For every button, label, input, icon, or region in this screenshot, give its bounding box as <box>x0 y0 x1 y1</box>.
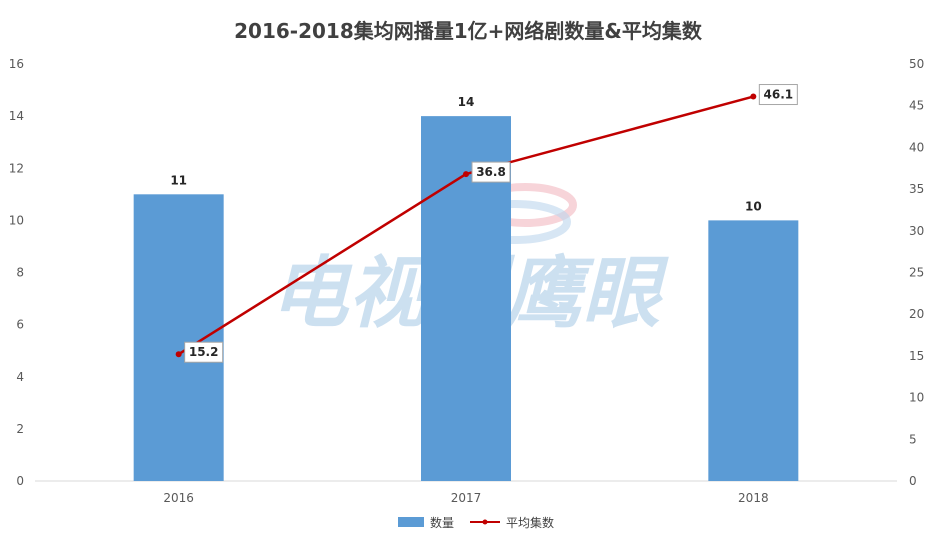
right-axis: 0 5 10 15 20 25 30 35 40 45 50 <box>909 57 924 488</box>
left-axis-tick-label: 2 <box>16 422 24 436</box>
line-series: 15.2 36.8 46.1 <box>175 84 798 363</box>
left-axis-tick-label: 14 <box>9 109 24 123</box>
line-data-label: 46.1 <box>764 88 794 102</box>
x-axis-tick-label: 2018 <box>738 491 769 505</box>
left-axis-tick-label: 16 <box>9 57 24 71</box>
right-axis-tick-label: 50 <box>909 57 924 71</box>
x-axis-tick-label: 2016 <box>163 491 194 505</box>
left-axis-tick-label: 6 <box>16 318 24 332</box>
left-axis-tick-label: 4 <box>16 370 24 384</box>
bar-series <box>133 116 799 481</box>
right-axis-tick-label: 20 <box>909 307 924 321</box>
line-data-label: 15.2 <box>189 345 219 359</box>
right-axis-tick-label: 40 <box>909 140 924 154</box>
line-point <box>175 351 182 358</box>
bar-data-labels: 11 14 10 <box>170 95 761 213</box>
line-data-label: 36.8 <box>476 165 506 179</box>
right-axis-tick-label: 0 <box>909 474 917 488</box>
right-axis-tick-label: 35 <box>909 182 924 196</box>
left-axis-tick-label: 12 <box>9 161 24 175</box>
legend-label-line: 平均集数 <box>506 515 554 530</box>
legend-swatch-bar <box>398 517 424 527</box>
left-axis-tick-label: 8 <box>16 266 24 280</box>
legend: 数量 平均集数 <box>398 515 554 530</box>
legend-swatch-marker <box>482 519 488 525</box>
right-axis-tick-label: 45 <box>909 99 924 113</box>
right-axis-tick-label: 15 <box>909 349 924 363</box>
bar-data-label: 14 <box>458 95 475 109</box>
right-axis-tick-label: 30 <box>909 224 924 238</box>
bar-data-label: 10 <box>745 199 762 213</box>
left-axis: 0 2 4 6 8 10 12 14 16 <box>9 57 24 488</box>
right-axis-tick-label: 5 <box>909 432 917 446</box>
left-axis-tick-label: 10 <box>9 213 24 227</box>
right-axis-tick-label: 10 <box>909 391 924 405</box>
x-axis-ticks: 2016 2017 2018 <box>163 491 768 505</box>
line-data-label-box <box>471 161 511 183</box>
x-axis-tick-label: 2017 <box>451 491 482 505</box>
right-axis-tick-label: 25 <box>909 266 924 280</box>
bar <box>133 194 224 481</box>
line-point <box>750 93 757 100</box>
chart-title: 2016-2018集均网播量1亿+网络剧数量&平均集数 <box>234 19 703 43</box>
bar <box>708 220 799 481</box>
line-data-label-box <box>758 84 798 106</box>
left-axis-tick-label: 0 <box>16 474 24 488</box>
line-data-label-box <box>184 341 224 363</box>
bar-data-label: 11 <box>170 173 187 187</box>
legend-label-bar: 数量 <box>430 515 454 530</box>
line-point <box>463 171 469 178</box>
